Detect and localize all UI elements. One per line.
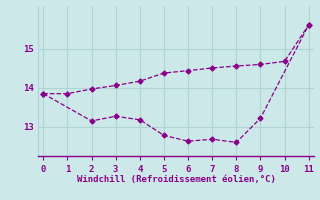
X-axis label: Windchill (Refroidissement éolien,°C): Windchill (Refroidissement éolien,°C) [76, 175, 276, 184]
